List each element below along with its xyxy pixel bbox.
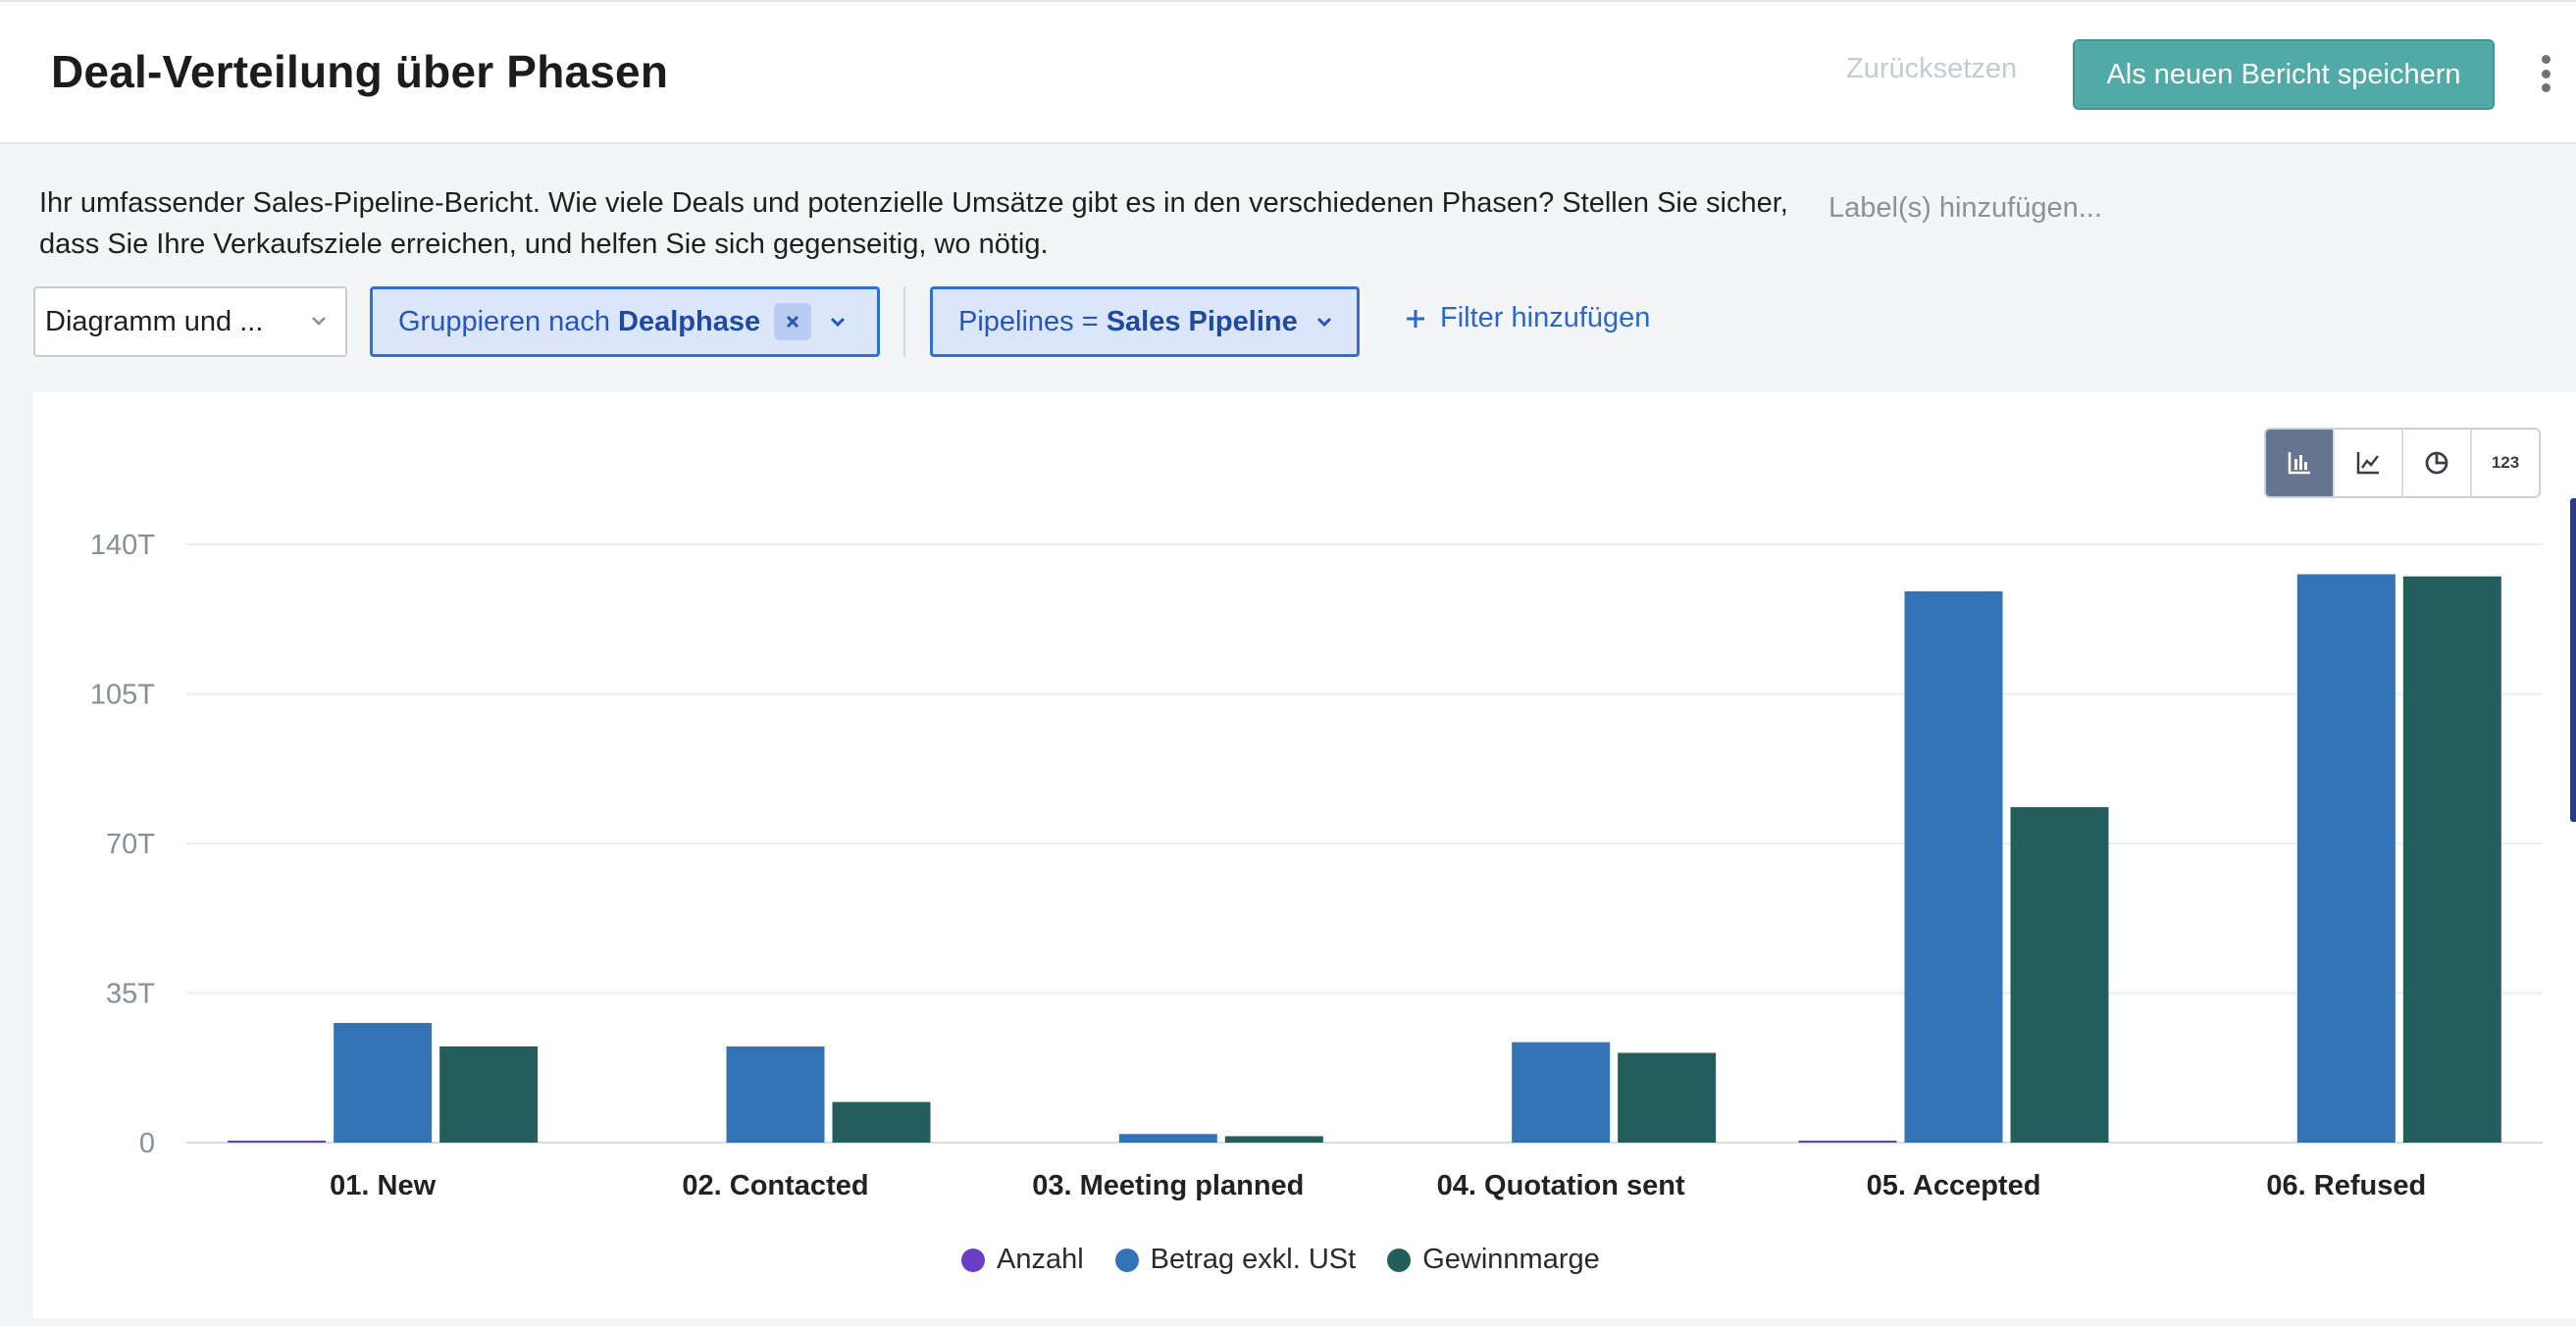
number-icon[interactable]: 123	[2491, 453, 2520, 472]
bar-betrag	[1118, 1134, 1217, 1143]
chart-card	[33, 392, 2576, 1318]
legend-item-betrag[interactable]: Betrag exkl. USt	[1114, 1244, 1357, 1276]
legend-dot-gewinn	[1387, 1248, 1412, 1272]
legend-label-gewinn: Gewinnmarge	[1422, 1244, 1600, 1275]
bar-betrag	[2296, 574, 2396, 1143]
controls-divider	[903, 286, 905, 357]
group-by-value: Dealphase	[618, 305, 761, 337]
chevron-down-icon[interactable]	[1315, 313, 1333, 331]
y-tick-label: 70T	[106, 829, 155, 860]
legend-label-betrag: Betrag exkl. USt	[1150, 1244, 1357, 1275]
pie-chart-icon[interactable]	[2403, 430, 2472, 496]
bar-betrag	[1512, 1042, 1611, 1143]
header-bar: Deal-Verteilung über Phasen Zurücksetzen…	[0, 0, 2576, 144]
chevron-down-icon	[312, 317, 326, 326]
bar-anzahl	[1798, 1141, 1897, 1143]
legend-item-anzahl[interactable]: Anzahl	[961, 1244, 1084, 1276]
bar-gewinnmarge	[1618, 1052, 1717, 1143]
bar-gewinnmarge	[2010, 806, 2109, 1143]
legend-label-anzahl: Anzahl	[997, 1244, 1084, 1275]
x-tick-label: 05. Accepted	[1867, 1170, 2041, 1201]
pipeline-filter-value: Sales Pipeline	[1106, 305, 1298, 337]
y-tick-label: 140T	[90, 530, 155, 561]
bar-gewinnmarge	[832, 1101, 931, 1143]
y-tick-label: 35T	[106, 979, 155, 1010]
group-by-prefix: Gruppieren nach	[398, 305, 611, 337]
chart-type-switcher: 123	[2264, 428, 2541, 498]
bar-betrag	[726, 1046, 825, 1143]
group-by-chip[interactable]: Gruppieren nach Dealphase	[370, 286, 880, 357]
chart-legend: Anzahl Betrag exkl. USt Gewinnmarge	[961, 1244, 1600, 1276]
legend-item-gewinn[interactable]: Gewinnmarge	[1387, 1244, 1600, 1276]
pipeline-filter-chip[interactable]: Pipelines = Sales Pipeline	[930, 286, 1360, 357]
x-tick-label: 04. Quotation sent	[1437, 1170, 1685, 1201]
close-icon[interactable]	[774, 303, 812, 340]
x-tick-label: 06. Refused	[2266, 1170, 2426, 1201]
x-tick-label: 01. New	[330, 1170, 436, 1201]
x-tick-label: 03. Meeting planned	[1032, 1170, 1304, 1201]
chevron-down-icon[interactable]	[829, 313, 847, 331]
add-filter-button[interactable]: Filter hinzufügen	[1405, 302, 1650, 334]
view-mode-select[interactable]: Diagramm und ...	[33, 286, 347, 357]
y-tick-label: 105T	[90, 680, 155, 711]
bar-betrag	[1904, 590, 2003, 1143]
bar-gewinnmarge	[439, 1046, 539, 1143]
bar-anzahl	[228, 1141, 327, 1143]
add-labels-input[interactable]: Label(s) hinzufügen...	[1829, 192, 2102, 224]
view-mode-value: Diagramm und ...	[45, 305, 264, 337]
line-chart-icon[interactable]	[2335, 430, 2403, 496]
bar-gewinnmarge	[1224, 1136, 1323, 1143]
plus-icon	[1407, 309, 1424, 328]
more-options-icon[interactable]	[2531, 49, 2560, 98]
add-filter-label: Filter hinzufügen	[1440, 302, 1651, 333]
bar-betrag	[334, 1023, 433, 1143]
reset-button[interactable]: Zurücksetzen	[1846, 53, 2018, 84]
bar-gewinnmarge	[2402, 576, 2501, 1143]
page-title: Deal-Verteilung über Phasen	[51, 46, 669, 97]
report-description: Ihr umfassender Sales-Pipeline-Bericht. …	[39, 187, 1788, 260]
y-tick-label: 0	[139, 1128, 155, 1159]
pipeline-filter-prefix: Pipelines =	[958, 305, 1099, 337]
legend-dot-betrag	[1114, 1248, 1139, 1272]
x-tick-label: 02. Contacted	[682, 1170, 868, 1201]
bar-chart-icon[interactable]	[2266, 430, 2335, 496]
save-as-new-report-button[interactable]: Als neuen Bericht speichern	[2073, 39, 2495, 110]
legend-dot-anzahl	[961, 1248, 985, 1272]
side-panel-handle[interactable]	[2570, 498, 2576, 822]
